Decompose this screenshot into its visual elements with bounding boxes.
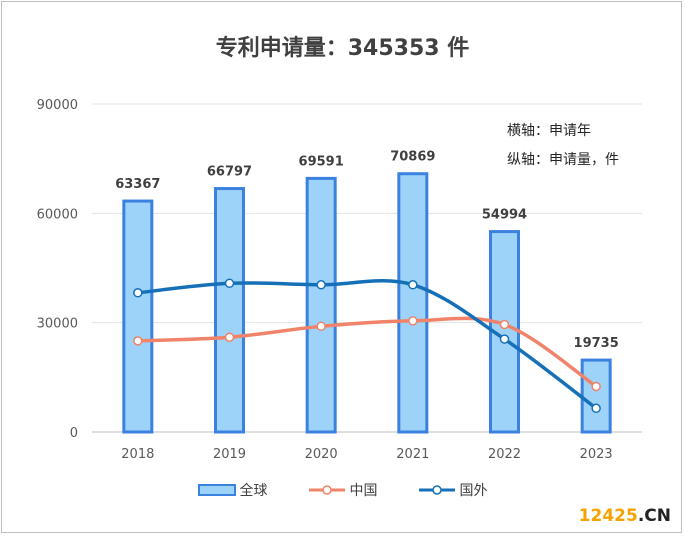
bar-value-label: 70869 [390, 150, 435, 165]
series-line [137, 316, 598, 388]
series-point [499, 319, 510, 330]
bar-value-label: 69591 [299, 154, 344, 169]
series-point [591, 381, 601, 392]
watermark-number: 12425 [578, 506, 638, 526]
series-point [224, 278, 235, 289]
bar-value-label: 54994 [482, 208, 527, 223]
y-axis-note: 纵轴：申请量，件 [507, 152, 619, 168]
bar [122, 199, 154, 434]
bar [580, 358, 612, 434]
series-point [408, 316, 418, 326]
legend-line-swatch-foreign [418, 485, 455, 495]
series-point [591, 403, 601, 414]
legend-item-foreign: 国外 [418, 480, 488, 500]
legend-bar-swatch [197, 484, 236, 496]
bar-value-label: 63367 [115, 177, 160, 192]
legend-label-foreign: 国外 [459, 483, 488, 499]
bar [214, 187, 245, 434]
y-tick-label: 30000 [37, 317, 78, 332]
bar-value-label: 66797 [207, 165, 252, 180]
series-point [133, 336, 143, 346]
y-tick-label: 90000 [37, 98, 78, 113]
series-point [224, 332, 235, 342]
x-tick-label: 2018 [121, 447, 154, 462]
bar [305, 176, 337, 434]
y-tick-label: 60000 [37, 207, 78, 222]
series-point [408, 280, 418, 290]
watermark-domain: .CN [637, 506, 671, 526]
y-tick-label: 0 [70, 426, 78, 441]
bar-value-label: 19735 [574, 336, 619, 351]
x-tick-label: 2022 [488, 447, 521, 462]
chart-title: 专利申请量：345353 件 [215, 36, 470, 61]
x-tick-label: 2020 [305, 447, 338, 462]
legend-label-china: 中国 [349, 483, 378, 499]
legend-label-global: 全球 [239, 483, 268, 499]
legend: 全球 中国 国外 [0, 480, 685, 500]
x-tick-label: 2023 [580, 447, 613, 462]
series-point [133, 288, 143, 298]
series-point [499, 334, 510, 344]
bar [397, 172, 429, 434]
series-point [316, 321, 326, 332]
series-point [316, 280, 326, 290]
series-line [137, 279, 598, 410]
legend-line-swatch-china [308, 485, 345, 495]
x-tick-label: 2019 [213, 447, 246, 462]
legend-item-global: 全球 [197, 480, 268, 500]
x-tick-label: 2021 [396, 447, 429, 462]
x-axis-note: 横轴：申请年 [507, 123, 591, 139]
watermark-logo: 12425.CN [579, 506, 671, 526]
legend-item-china: 中国 [308, 480, 378, 500]
